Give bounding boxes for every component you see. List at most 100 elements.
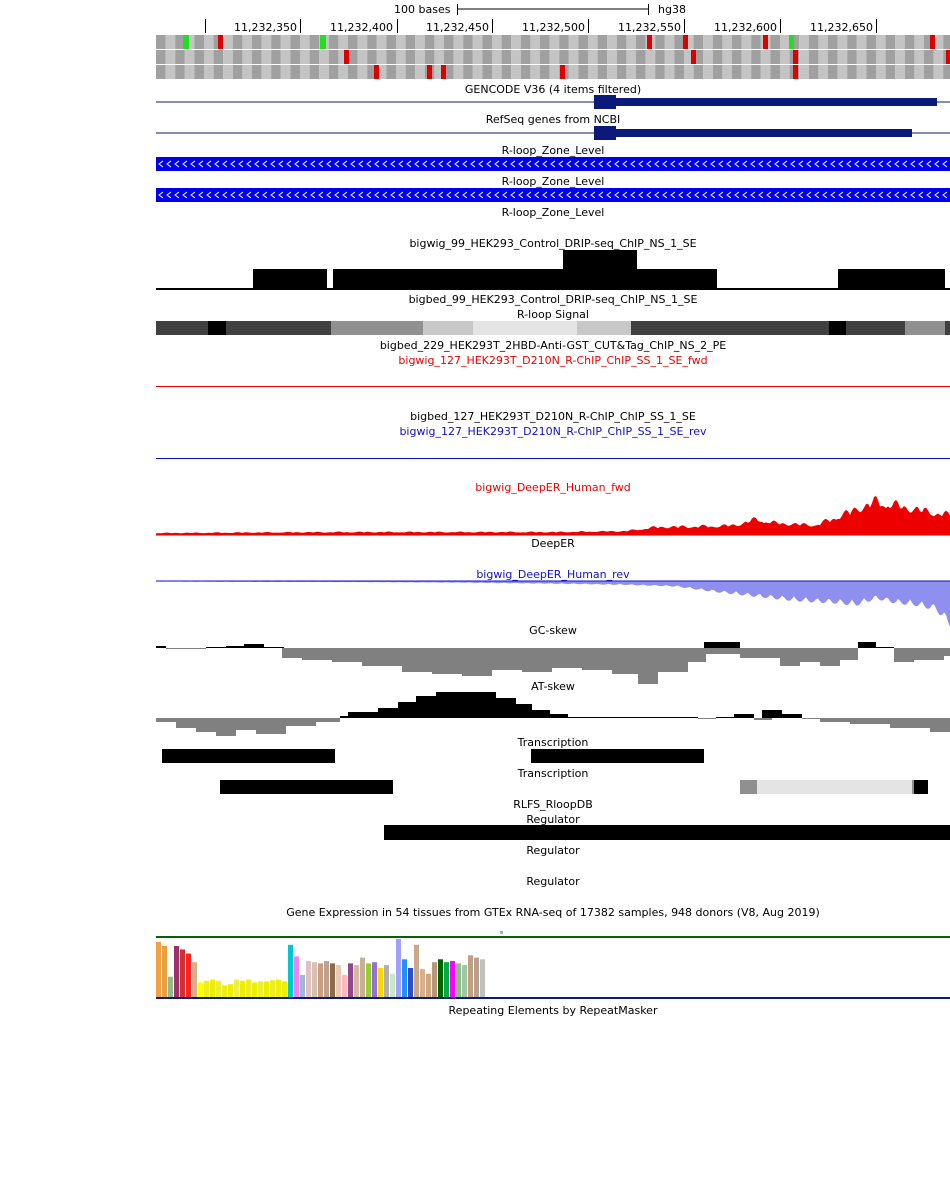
repeatmasker-label[interactable]: Repeating Elements by RepeatMasker — [448, 1004, 658, 1017]
gtex-tissue-bar[interactable] — [432, 962, 437, 997]
base-sequence-track[interactable] — [156, 34, 950, 80]
gtex-tissue-bar[interactable] — [246, 979, 251, 997]
gtex-tissue-bar[interactable] — [294, 956, 299, 997]
gtex-tissue-bar[interactable] — [390, 973, 395, 997]
gtex-tissue-bar[interactable] — [204, 980, 209, 997]
gtex-tissue-bar[interactable] — [288, 944, 293, 997]
gtex-tissue-bar[interactable] — [456, 963, 461, 997]
gtex-tissue-bar[interactable] — [318, 963, 323, 997]
gtex-tissue-bar[interactable] — [300, 974, 305, 997]
refseq-gene-model[interactable] — [156, 126, 950, 140]
at-skew-label[interactable]: AT-skew — [531, 680, 575, 693]
rchip-rev-baseline[interactable] — [156, 458, 950, 459]
deeper-rev-signal[interactable] — [156, 580, 950, 627]
gtex-tissue-bar[interactable] — [156, 941, 161, 997]
gencode-gene-model[interactable] — [156, 95, 950, 109]
gtex-expression-chart[interactable] — [156, 930, 950, 1000]
gtex-tissue-bar[interactable] — [276, 979, 281, 997]
deeper-fwd-signal[interactable] — [156, 490, 950, 536]
rloop-signal-heatbar[interactable] — [156, 321, 950, 335]
gtex-tissue-bar[interactable] — [180, 949, 185, 997]
gtex-tissue-bar[interactable] — [216, 980, 221, 997]
gtex-tissue-bar[interactable] — [342, 974, 347, 997]
regulator-label[interactable]: Regulator — [526, 875, 580, 888]
gtex-tissue-bar[interactable] — [348, 963, 353, 997]
transcription-features[interactable] — [156, 779, 950, 795]
gtex-tissue-bar[interactable] — [336, 965, 341, 997]
gtex-tissue-bar[interactable] — [192, 962, 197, 997]
gtex-tissue-bar[interactable] — [234, 979, 239, 997]
rchip-bigbed-label[interactable]: bigbed_127_HEK293T_D210N_R-ChIP_ChIP_SS_… — [410, 410, 696, 423]
rchip-fwd-baseline[interactable] — [156, 386, 950, 387]
gtex-tissue-bar[interactable] — [402, 959, 407, 997]
gtex-tissue-bar[interactable] — [312, 962, 317, 997]
cut-tag-bigbed-label[interactable]: bigbed_229_HEK293T_2HBD-Anti-GST_CUT&Tag… — [379, 339, 727, 352]
gtex-tissue-bar[interactable] — [258, 981, 263, 997]
gtex-tissue-bar[interactable] — [162, 945, 167, 997]
gtex-tissue-bar[interactable] — [384, 965, 389, 997]
gtex-tissue-bar[interactable] — [324, 961, 329, 997]
gtex-tissue-bar[interactable] — [210, 979, 215, 997]
gtex-tissue-bar[interactable] — [228, 984, 233, 997]
gtex-tissue-bar[interactable] — [414, 944, 419, 997]
transcription-label[interactable]: Transcription — [517, 767, 589, 780]
gtex-tissue-bar[interactable] — [306, 961, 311, 997]
gtex-tissue-bar[interactable] — [264, 981, 269, 997]
gtex-tissue-bar[interactable] — [396, 939, 401, 997]
gtex-tissue-bar[interactable] — [450, 961, 455, 997]
at-skew-signal[interactable] — [156, 690, 950, 736]
gtex-tissue-bar[interactable] — [408, 968, 413, 997]
gtex-tissue-bar[interactable] — [366, 963, 371, 997]
gtex-tissue-bar[interactable] — [438, 959, 443, 997]
coordinate-label: 11,232,600 — [714, 21, 777, 34]
gtex-tissue-bar[interactable] — [444, 962, 449, 997]
deeper-fwd-label[interactable]: bigwig_DeepER_Human_fwd — [475, 481, 631, 494]
rloop-zone-bar[interactable] — [156, 157, 950, 171]
gtex-tissue-bar[interactable] — [426, 973, 431, 997]
rloop-zone-label[interactable]: R-loop_Zone_Level — [501, 206, 605, 219]
drip-control-bigwig-label[interactable]: bigwig_99_HEK293_Control_DRIP-seq_ChIP_N… — [409, 237, 697, 250]
deeper-rev-label[interactable]: bigwig_DeepER_Human_rev — [476, 568, 630, 581]
transcription-label[interactable]: Transcription — [517, 736, 589, 749]
regulator-feature[interactable] — [384, 825, 950, 840]
gtex-tissue-bar[interactable] — [330, 963, 335, 997]
gtex-tissue-bar[interactable] — [378, 968, 383, 997]
rloop-zone-bar[interactable] — [156, 188, 950, 202]
rlfs-label[interactable]: RLFS_RloopDB — [513, 798, 593, 811]
gencode-track-label[interactable]: GENCODE V36 (4 items filtered) — [464, 83, 642, 96]
gc-skew-signal[interactable] — [156, 634, 950, 684]
gtex-tissue-bar[interactable] — [174, 945, 179, 997]
gtex-tissue-bar[interactable] — [480, 959, 485, 997]
gtex-tissue-bar[interactable] — [372, 962, 377, 997]
gtex-tissue-bar[interactable] — [222, 985, 227, 997]
transcription-features[interactable] — [156, 748, 950, 764]
gtex-tissue-bar[interactable] — [420, 969, 425, 997]
rloop-signal-label[interactable]: R-loop Signal — [517, 308, 589, 321]
deeper-track-label[interactable]: DeepER — [531, 537, 575, 550]
gtex-tissue-bar[interactable] — [354, 965, 359, 997]
gtex-tissue-bar[interactable] — [198, 982, 203, 998]
gc-skew-label[interactable]: GC-skew — [529, 624, 577, 637]
regulator-label[interactable]: Regulator — [526, 844, 580, 857]
refseq-track-label[interactable]: RefSeq genes from NCBI — [485, 113, 621, 126]
gtex-tissue-bar[interactable] — [270, 980, 275, 997]
rchip-rev-label[interactable]: bigwig_127_HEK293T_D210N_R-ChIP_ChIP_SS_… — [399, 425, 707, 438]
gtex-tissue-bar[interactable] — [468, 955, 473, 997]
gtex-tissue-bar[interactable] — [168, 976, 173, 997]
gtex-tissue-bar[interactable] — [186, 953, 191, 998]
rloop-zone-label[interactable]: R-loop_Zone_Level — [501, 144, 605, 157]
gtex-tissue-bar[interactable] — [360, 957, 365, 997]
ruler-tick — [205, 19, 206, 33]
drip-control-signal[interactable] — [156, 249, 950, 291]
rchip-fwd-label[interactable]: bigwig_127_HEK293T_D210N_R-ChIP_ChIP_SS_… — [398, 354, 708, 367]
rloop-zone-label[interactable]: R-loop_Zone_Level — [501, 175, 605, 188]
gtex-tissue-bar[interactable] — [282, 981, 287, 997]
gtex-tissue-bar[interactable] — [240, 980, 245, 997]
gtex-tissue-bar[interactable] — [252, 982, 257, 998]
coordinate-label: 11,232,650 — [810, 21, 873, 34]
regulator-label[interactable]: Regulator — [526, 813, 580, 826]
gtex-label[interactable]: Gene Expression in 54 tissues from GTEx … — [286, 906, 820, 919]
gtex-tissue-bar[interactable] — [474, 957, 479, 997]
gtex-tissue-bar[interactable] — [462, 965, 467, 997]
drip-control-bigbed-label[interactable]: bigbed_99_HEK293_Control_DRIP-seq_ChIP_N… — [408, 293, 698, 306]
